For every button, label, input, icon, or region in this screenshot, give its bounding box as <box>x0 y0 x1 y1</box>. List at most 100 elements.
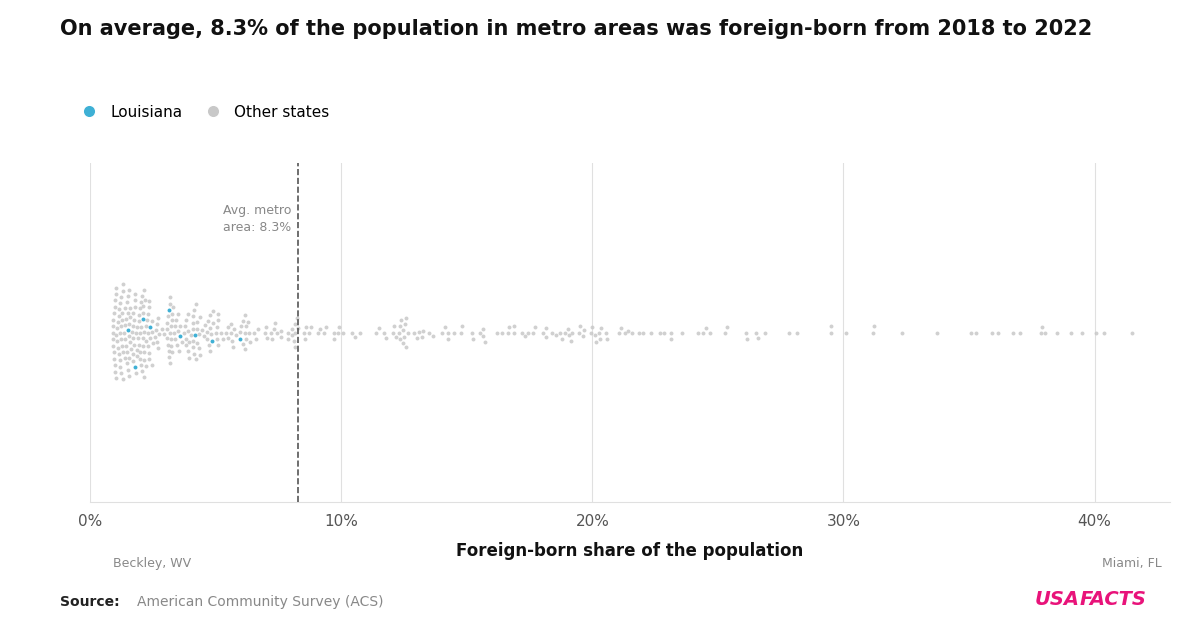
Point <box>294 328 313 338</box>
Point <box>160 299 179 309</box>
Point <box>124 355 143 365</box>
Point <box>113 347 132 357</box>
Point <box>103 322 122 332</box>
Point <box>108 317 127 327</box>
Point <box>655 328 674 338</box>
Text: American Community Survey (ACS): American Community Survey (ACS) <box>137 595 383 609</box>
Point <box>149 344 168 354</box>
Point <box>152 324 172 334</box>
Point <box>110 328 130 338</box>
Point <box>127 345 146 355</box>
Point <box>284 336 304 346</box>
Point <box>619 326 638 336</box>
Point <box>696 323 715 333</box>
Point <box>104 308 124 318</box>
Point <box>571 322 590 332</box>
Point <box>256 328 275 338</box>
Point <box>474 331 493 341</box>
Point <box>208 334 227 344</box>
Point <box>329 328 348 338</box>
Point <box>138 315 157 325</box>
Point <box>109 311 128 321</box>
Point <box>113 308 132 318</box>
Point <box>284 319 304 329</box>
Point <box>542 328 562 338</box>
Point <box>139 302 158 312</box>
Point <box>236 334 256 344</box>
Point <box>124 308 143 318</box>
Point <box>103 334 122 344</box>
Point <box>390 328 409 338</box>
Text: Source:: Source: <box>60 595 120 609</box>
Point <box>107 330 126 340</box>
Point <box>395 319 414 329</box>
Point <box>202 329 221 339</box>
Point <box>161 322 180 332</box>
Point <box>103 315 122 325</box>
Point <box>534 328 553 338</box>
Point <box>168 326 187 336</box>
Point <box>420 328 439 338</box>
Point <box>836 328 856 338</box>
Point <box>265 324 284 334</box>
Point <box>518 328 538 338</box>
Point <box>120 337 139 347</box>
Point <box>124 321 143 331</box>
Point <box>116 340 136 350</box>
Point <box>1072 328 1091 338</box>
Point <box>397 342 416 352</box>
Point <box>203 318 222 328</box>
Point <box>623 328 642 338</box>
Point <box>168 309 187 319</box>
Point <box>701 328 720 338</box>
Point <box>672 328 691 338</box>
Point <box>103 341 122 351</box>
Point <box>413 332 432 342</box>
Point <box>749 333 768 343</box>
Point <box>396 313 415 323</box>
Point <box>118 297 137 307</box>
Point <box>551 328 570 338</box>
Point <box>408 333 427 343</box>
Point <box>196 320 215 330</box>
Point <box>176 315 196 325</box>
Point <box>186 354 205 364</box>
Point <box>115 352 134 362</box>
Point <box>104 354 124 364</box>
Point <box>610 328 629 338</box>
Point <box>218 333 238 344</box>
Point <box>125 302 144 312</box>
Point <box>161 292 180 302</box>
Point <box>257 333 276 344</box>
Point <box>160 305 179 315</box>
Point <box>232 322 251 332</box>
Point <box>162 308 181 318</box>
Point <box>409 327 428 337</box>
Point <box>239 317 258 327</box>
Point <box>134 372 154 382</box>
Point <box>186 330 205 340</box>
Point <box>208 322 227 332</box>
Point <box>130 316 149 326</box>
Point <box>164 328 184 338</box>
Point <box>190 329 209 339</box>
Point <box>181 330 200 340</box>
Point <box>629 328 648 338</box>
Point <box>737 334 756 344</box>
Point <box>661 334 680 344</box>
Point <box>138 328 157 338</box>
Point <box>746 328 766 338</box>
Point <box>240 328 259 338</box>
Point <box>546 330 565 340</box>
Point <box>131 354 150 364</box>
Text: Avg. metro
area: 8.3%: Avg. metro area: 8.3% <box>222 204 290 234</box>
Point <box>110 291 130 301</box>
Point <box>179 353 198 363</box>
Point <box>137 360 156 371</box>
Point <box>504 328 523 338</box>
Point <box>989 328 1008 338</box>
Point <box>178 309 197 319</box>
Point <box>110 298 130 308</box>
Point <box>109 349 128 359</box>
Point <box>127 322 146 332</box>
